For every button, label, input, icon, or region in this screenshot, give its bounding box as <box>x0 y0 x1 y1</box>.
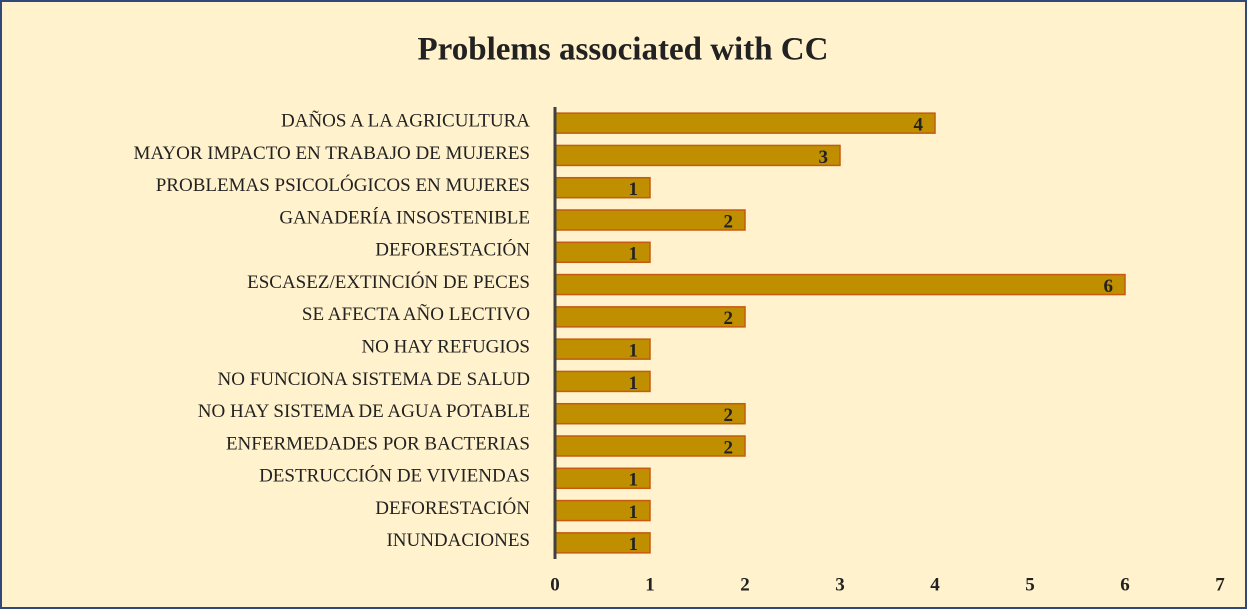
y-tick-label: PROBLEMAS PSICOLÓGICOS EN MUJERES <box>156 174 530 196</box>
x-tick-label: 2 <box>740 574 750 595</box>
data-label: 1 <box>629 373 639 394</box>
y-tick-label: GANADERÍA INSOSTENIBLE <box>279 206 530 228</box>
bar <box>554 112 936 134</box>
data-label: 2 <box>724 308 734 329</box>
bar <box>554 435 746 457</box>
data-label: 1 <box>629 244 639 265</box>
data-label: 1 <box>629 534 639 555</box>
y-tick-label: ESCASEZ/EXTINCIÓN DE PECES <box>247 271 530 293</box>
bar <box>554 306 746 328</box>
y-tick-label: SE AFECTA AÑO LECTIVO <box>302 303 530 325</box>
x-tick-label: 0 <box>550 574 560 595</box>
data-label: 6 <box>1104 276 1114 297</box>
bar <box>554 209 746 231</box>
data-label: 3 <box>819 147 829 168</box>
y-tick-label: DAÑOS A LA AGRICULTURA <box>281 110 530 132</box>
data-label: 1 <box>629 179 639 200</box>
x-tick-label: 6 <box>1120 574 1130 595</box>
x-tick-label: 7 <box>1215 574 1225 595</box>
x-tick-label: 4 <box>930 574 940 595</box>
y-tick-label: DEFORESTACIÓN <box>375 497 530 519</box>
x-tick-label: 5 <box>1025 574 1035 595</box>
data-label: 1 <box>629 470 639 491</box>
x-tick-label: 1 <box>645 574 655 595</box>
bar <box>554 144 841 167</box>
y-tick-label: NO FUNCIONA SISTEMA DE SALUD <box>218 369 530 390</box>
y-tick-label: ENFERMEDADES POR BACTERIAS <box>226 433 530 454</box>
data-label: 2 <box>724 211 734 232</box>
data-label: 1 <box>629 502 639 523</box>
data-label: 2 <box>724 405 734 426</box>
bar <box>554 402 746 425</box>
y-tick-label: DESTRUCCIÓN DE VIVIENDAS <box>259 465 530 487</box>
y-tick-label: NO HAY REFUGIOS <box>361 337 530 358</box>
y-tick-label: DEFORESTACIÓN <box>375 239 530 261</box>
data-label: 4 <box>914 115 924 136</box>
x-tick-label: 3 <box>835 574 845 595</box>
y-tick-label: MAYOR IMPACTO EN TRABAJO DE MUJERES <box>134 143 530 164</box>
y-tick-label: INUNDACIONES <box>386 530 530 551</box>
data-label: 2 <box>724 437 734 458</box>
y-tick-label: NO HAY SISTEMA DE AGUA POTABLE <box>198 401 530 422</box>
data-label: 1 <box>629 341 639 362</box>
chart-title: Problems associated with CC <box>418 32 829 68</box>
bar <box>554 273 1126 296</box>
